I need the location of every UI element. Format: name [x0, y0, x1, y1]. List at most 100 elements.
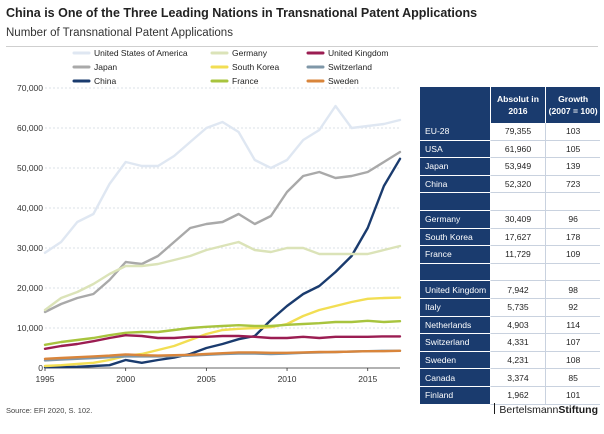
brand-bold: Stiftung [558, 404, 598, 416]
legend-label-sweden: Sweden [328, 76, 359, 86]
row-absolut: 11,729 [489, 246, 546, 264]
table-header-growth: Growth (2007 = 100) [545, 87, 600, 123]
y-tick-label: 10,000 [17, 323, 43, 333]
table-header: Absolut in 2016 Growth (2007 = 100) [420, 87, 600, 123]
y-tick-label: 40,000 [17, 203, 43, 213]
row-growth: 101 [545, 386, 600, 405]
table-header-absolut: Absolut in 2016 [489, 87, 546, 123]
x-tick-label: 2005 [197, 374, 216, 384]
table-header-blank [420, 87, 490, 123]
row-absolut: 61,960 [489, 140, 546, 159]
row-growth: 723 [545, 175, 600, 194]
series-line-japan [43, 150, 402, 314]
series-line-south-korea [43, 296, 402, 368]
row-absolut: 4,331 [489, 334, 546, 352]
line-chart: United States of America Japan China German… [17, 48, 402, 384]
source-note: Source: EFI 2020, S. 102. [6, 406, 93, 415]
row-growth: 108 [545, 351, 600, 370]
series-line-sweden [43, 349, 402, 360]
row-name: Finland [420, 386, 490, 405]
series-line-france [43, 319, 402, 346]
row-growth: 92 [545, 298, 600, 317]
table-row: EU-28 79,355 103 [420, 123, 600, 141]
row-growth: 178 [545, 228, 600, 247]
chart-subtitle: Number of Transnational Patent Applicati… [6, 27, 233, 39]
row-absolut: 1,962 [489, 386, 546, 405]
row-growth: 114 [545, 316, 600, 335]
legend-label-south-korea: South Korea [232, 62, 280, 72]
legend-label-china: China [94, 76, 116, 86]
row-absolut: 79,355 [489, 123, 546, 141]
row-growth: 85 [545, 369, 600, 387]
row-growth: 107 [545, 334, 600, 352]
legend-label-france: France [232, 76, 259, 86]
legend-label-japan: Japan [94, 62, 117, 72]
y-tick-label: 30,000 [17, 243, 43, 253]
row-absolut: 4,903 [489, 316, 546, 335]
x-tick-label: 1995 [36, 374, 55, 384]
brand-bar [494, 403, 496, 414]
row-absolut: 30,409 [489, 210, 546, 229]
y-tick-label: 70,000 [17, 83, 43, 93]
table-row: USA 61,960 105 [420, 140, 600, 159]
row-absolut: 7,942 [489, 281, 546, 299]
table-body: EU-28 79,355 103 USA 61,960 105 Japan 53,949 139… [420, 123, 600, 405]
row-growth: 98 [545, 281, 600, 299]
table-spacer-row [420, 263, 600, 282]
x-tick-label: 2015 [358, 374, 377, 384]
row-growth: 109 [545, 246, 600, 264]
row-name: Japan [420, 158, 490, 176]
legend-label-united-states-of-america: United States of America [94, 48, 188, 58]
row-name: France [420, 246, 490, 264]
table-row: Netherlands 4,903 114 [420, 316, 600, 335]
table-row: Canada 3,374 85 [420, 369, 600, 387]
series-line-china [43, 157, 402, 369]
legend-label-switzerland: Switzerland [328, 62, 372, 72]
row-name: South Korea [420, 228, 490, 247]
row-name: USA [420, 140, 490, 159]
y-tick-label: 20,000 [17, 283, 43, 293]
row-name: Canada [420, 369, 490, 387]
row-growth [545, 263, 600, 282]
series-line-germany [43, 240, 402, 312]
x-tick-label: 2000 [116, 374, 135, 384]
row-name [420, 193, 490, 211]
brand-regular: Bertelsmann [499, 404, 559, 416]
table-row: Sweden 4,231 108 [420, 351, 600, 370]
chart-series [43, 104, 402, 369]
row-absolut: 53,949 [489, 158, 546, 176]
series-line-united-states-of-america [43, 104, 402, 255]
y-tick-label: 0 [38, 363, 43, 373]
row-growth: 96 [545, 210, 600, 229]
row-name: China [420, 175, 490, 194]
row-growth: 105 [545, 140, 600, 159]
row-absolut: 3,374 [489, 369, 546, 387]
row-name: Sweden [420, 351, 490, 370]
row-growth: 103 [545, 123, 600, 141]
row-growth: 139 [545, 158, 600, 176]
chart-title: China is One of the Three Leading Nation… [6, 6, 478, 20]
table-row: Switzerland 4,331 107 [420, 334, 600, 352]
row-name: Switzerland [420, 334, 490, 352]
y-tick-label: 50,000 [17, 163, 43, 173]
row-growth [545, 193, 600, 211]
row-absolut [489, 263, 546, 282]
row-name: Germany [420, 210, 490, 229]
table-row: France 11,729 109 [420, 246, 600, 264]
row-absolut: 17,627 [489, 228, 546, 247]
table-row: China 52,320 723 [420, 175, 600, 194]
row-name [420, 263, 490, 282]
chart-grid [45, 87, 400, 329]
table-row: United Kingdom 7,942 98 [420, 281, 600, 299]
summary-table: Absolut in 2016 Growth (2007 = 100) EU-2… [420, 87, 600, 405]
row-name: EU-28 [420, 123, 490, 141]
row-name: United Kingdom [420, 281, 490, 299]
row-absolut: 52,320 [489, 175, 546, 194]
table-row: South Korea 17,627 178 [420, 228, 600, 247]
x-tick-label: 2010 [278, 374, 297, 384]
brand-logo: BertelsmannStiftung [494, 403, 598, 416]
row-absolut: 4,231 [489, 351, 546, 370]
series-line-united-kingdom [43, 334, 402, 350]
table-row: Japan 53,949 139 [420, 158, 600, 176]
row-name: Netherlands [420, 316, 490, 335]
